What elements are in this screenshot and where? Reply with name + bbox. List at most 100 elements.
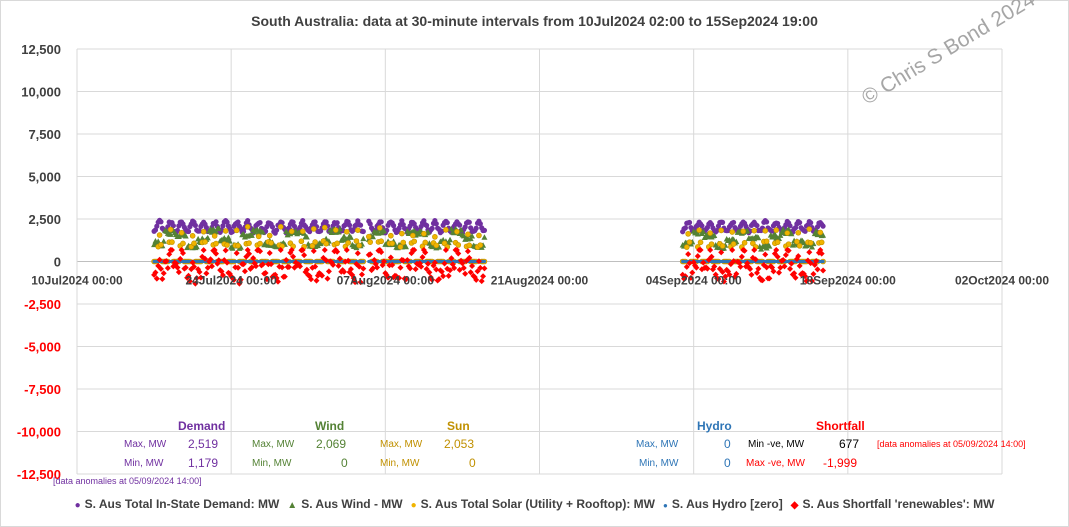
shortfall-point xyxy=(290,253,297,260)
shortfall-point xyxy=(795,253,802,260)
shortfall-point xyxy=(330,261,337,268)
demand-point xyxy=(439,228,445,234)
wind-point xyxy=(380,227,387,234)
shortfall-point xyxy=(697,246,704,253)
shortfall-point xyxy=(323,257,330,264)
shortfall-point xyxy=(156,256,163,263)
shortfall-point xyxy=(215,257,222,264)
shortfall-point xyxy=(429,276,436,283)
wind-point xyxy=(360,235,367,242)
solar-point xyxy=(312,239,318,245)
shortfall-point xyxy=(687,274,694,281)
shortfall-point xyxy=(163,258,170,265)
solar-point xyxy=(367,239,373,245)
shortfall-point xyxy=(462,270,469,277)
solar-point xyxy=(235,242,241,249)
shortfall-point xyxy=(447,267,454,274)
shortfall-point xyxy=(422,249,429,256)
stat-demand-min-label: Min, MW xyxy=(124,458,164,469)
solar-point xyxy=(785,241,792,247)
shortfall-point xyxy=(385,274,392,281)
shortfall-point xyxy=(321,246,328,253)
y-tick-label: 7,500 xyxy=(28,127,61,142)
solar-point xyxy=(762,228,769,234)
wind-point xyxy=(335,228,342,235)
y-tick-label: 5,000 xyxy=(28,170,61,185)
demand-point xyxy=(154,223,160,229)
solar-point xyxy=(246,240,252,246)
legend-label: S. Aus Total In-State Demand: MW xyxy=(84,497,280,511)
stat-hydro-header: Hydro xyxy=(697,419,732,433)
shortfall-point xyxy=(312,263,319,270)
hydro-point xyxy=(482,259,487,264)
solar-point xyxy=(455,242,462,248)
shortfall-point xyxy=(700,259,707,266)
shortfall-point xyxy=(683,263,690,270)
y-tick-label: 12,500 xyxy=(21,42,61,57)
shortfall-point xyxy=(475,258,482,265)
shortfall-point xyxy=(281,273,288,280)
shortfall-point xyxy=(208,263,215,270)
solar-point xyxy=(169,239,175,245)
demand-point xyxy=(213,219,219,225)
demand-point xyxy=(808,220,814,226)
shortfall-point xyxy=(250,255,257,262)
shortfall-point xyxy=(213,250,220,257)
wind-point xyxy=(193,243,200,250)
shortfall-point xyxy=(796,262,803,269)
shortfall-point xyxy=(357,279,364,286)
x-tick-label: 10Jul2024 00:00 xyxy=(31,274,123,288)
shortfall-point xyxy=(755,265,762,272)
demand-point xyxy=(300,217,306,224)
shortfall-point xyxy=(335,262,342,269)
shortfall-point xyxy=(252,263,259,270)
shortfall-point xyxy=(820,267,827,274)
shortfall-point xyxy=(719,269,726,276)
shortfall-point xyxy=(770,268,777,275)
stat-hydro-min-label: Min, MW xyxy=(639,458,679,469)
shortfall-point xyxy=(246,250,253,257)
solar-point xyxy=(389,240,396,247)
shortfall-point xyxy=(741,247,748,254)
shortfall-point xyxy=(277,246,284,253)
shortfall-point xyxy=(235,264,242,271)
shortfall-point xyxy=(436,276,443,283)
demand-point xyxy=(433,221,439,227)
shortfall-point xyxy=(694,253,701,260)
demand-point xyxy=(802,228,808,234)
shortfall-point xyxy=(283,256,290,263)
shortfall-point xyxy=(152,269,159,276)
solar-point xyxy=(696,227,702,233)
shortfall-point xyxy=(237,276,244,283)
solar-point xyxy=(158,241,164,248)
shortfall-point xyxy=(693,264,700,271)
shortfall-point xyxy=(174,264,181,271)
wind-point xyxy=(182,233,189,239)
solar-point xyxy=(477,242,484,248)
shortfall-point xyxy=(285,263,292,270)
stat-hydro-max-value: 0 xyxy=(724,437,731,451)
solar-point xyxy=(751,227,758,234)
solar-point xyxy=(378,238,385,245)
demand-point xyxy=(245,217,251,224)
shortfall-point xyxy=(396,275,403,282)
solar-point xyxy=(708,241,715,247)
solar-point xyxy=(180,240,186,247)
demand-point xyxy=(682,225,689,231)
demand-point xyxy=(203,224,209,231)
solar-point xyxy=(718,227,724,234)
shortfall-point xyxy=(418,263,425,270)
stat-sun-max-label: Max, MW xyxy=(380,439,423,450)
demand-point xyxy=(185,228,192,235)
solar-point xyxy=(257,240,263,247)
wind-point xyxy=(229,245,236,251)
shortfall-point xyxy=(791,270,798,277)
legend-label: S. Aus Hydro [zero] xyxy=(671,497,783,511)
shortfall-point xyxy=(704,265,711,272)
y-tick-label: -7,500 xyxy=(24,382,61,397)
solar-point xyxy=(685,231,691,237)
legend-marker: ● xyxy=(74,500,81,511)
shortfall-point xyxy=(782,251,789,258)
solar-point xyxy=(200,228,207,235)
shortfall-point xyxy=(752,256,759,263)
